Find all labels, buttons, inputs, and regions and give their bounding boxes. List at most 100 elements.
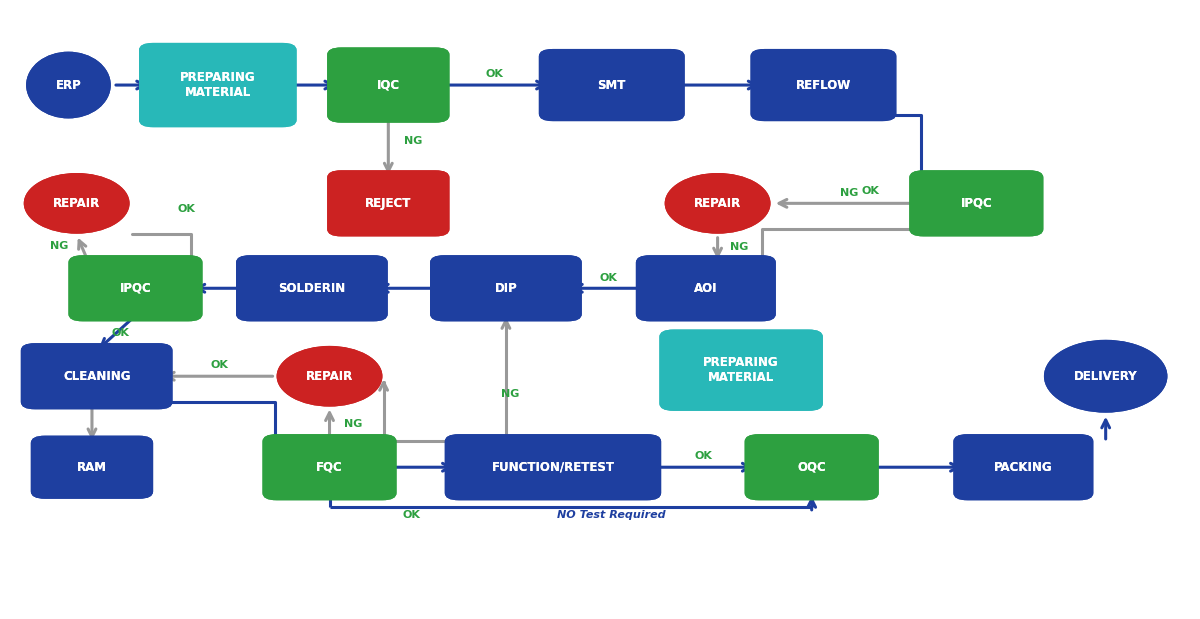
Text: DIP: DIP	[494, 282, 517, 295]
Text: FUNCTION/RETEST: FUNCTION/RETEST	[492, 461, 614, 474]
Ellipse shape	[1044, 340, 1168, 413]
FancyBboxPatch shape	[263, 434, 396, 500]
Text: AOI: AOI	[694, 282, 718, 295]
FancyBboxPatch shape	[263, 434, 396, 500]
Text: NO Test Required: NO Test Required	[558, 509, 666, 519]
Text: IPQC: IPQC	[120, 282, 151, 295]
FancyBboxPatch shape	[68, 255, 203, 321]
Text: PREPARING
MATERIAL: PREPARING MATERIAL	[703, 356, 779, 384]
FancyBboxPatch shape	[430, 255, 582, 321]
Text: SMT: SMT	[598, 79, 626, 92]
Text: REPAIR: REPAIR	[53, 197, 101, 210]
FancyBboxPatch shape	[20, 343, 173, 409]
Text: NG: NG	[730, 242, 748, 252]
Text: NG: NG	[502, 389, 520, 399]
Ellipse shape	[277, 346, 383, 407]
Text: SOLDERIN: SOLDERIN	[278, 282, 346, 295]
FancyBboxPatch shape	[750, 49, 896, 121]
Text: REFLOW: REFLOW	[796, 79, 851, 92]
Ellipse shape	[665, 173, 770, 234]
Text: RAM: RAM	[77, 461, 107, 474]
Text: FUNCTION/RETEST: FUNCTION/RETEST	[492, 461, 614, 474]
Text: OK: OK	[695, 451, 713, 461]
Text: OK: OK	[178, 204, 194, 214]
Text: CLEANING: CLEANING	[62, 370, 131, 383]
FancyBboxPatch shape	[68, 255, 203, 321]
Text: PACKING: PACKING	[994, 461, 1052, 474]
Text: IPQC: IPQC	[120, 282, 151, 295]
Text: CLEANING: CLEANING	[62, 370, 131, 383]
FancyBboxPatch shape	[31, 436, 154, 499]
Text: ERP: ERP	[55, 79, 82, 92]
Text: OQC: OQC	[797, 461, 826, 474]
Text: NG: NG	[840, 188, 858, 198]
Ellipse shape	[26, 52, 110, 118]
Text: IPQC: IPQC	[960, 197, 992, 210]
FancyBboxPatch shape	[539, 49, 685, 121]
Text: NG: NG	[344, 418, 362, 428]
Ellipse shape	[24, 173, 130, 234]
Text: REJECT: REJECT	[365, 197, 412, 210]
Text: RAM: RAM	[77, 461, 107, 474]
Text: IQC: IQC	[377, 79, 400, 92]
FancyBboxPatch shape	[659, 329, 823, 411]
Ellipse shape	[1044, 340, 1168, 413]
Text: DIP: DIP	[494, 282, 517, 295]
FancyBboxPatch shape	[139, 43, 296, 128]
Ellipse shape	[26, 52, 110, 118]
Text: DELIVERY: DELIVERY	[1074, 370, 1138, 383]
Ellipse shape	[665, 173, 770, 234]
Text: OK: OK	[210, 360, 228, 370]
Text: REFLOW: REFLOW	[796, 79, 851, 92]
FancyBboxPatch shape	[445, 434, 661, 500]
Text: REPAIR: REPAIR	[53, 197, 101, 210]
Text: PREPARING
MATERIAL: PREPARING MATERIAL	[703, 356, 779, 384]
FancyBboxPatch shape	[328, 170, 450, 236]
Text: PREPARING
MATERIAL: PREPARING MATERIAL	[180, 71, 256, 99]
Text: AOI: AOI	[694, 282, 718, 295]
Text: REPAIR: REPAIR	[306, 370, 353, 383]
FancyBboxPatch shape	[953, 434, 1093, 500]
Text: ERP: ERP	[55, 79, 82, 92]
Ellipse shape	[24, 173, 130, 234]
FancyBboxPatch shape	[910, 170, 1043, 236]
Text: PACKING: PACKING	[994, 461, 1052, 474]
Text: OK: OK	[599, 273, 617, 283]
Text: FQC: FQC	[316, 461, 343, 474]
FancyBboxPatch shape	[539, 49, 685, 121]
Text: OK: OK	[862, 186, 880, 196]
Text: DELIVERY: DELIVERY	[1074, 370, 1138, 383]
Text: NG: NG	[50, 241, 68, 251]
Text: IQC: IQC	[377, 79, 400, 92]
FancyBboxPatch shape	[445, 434, 661, 500]
Text: REPAIR: REPAIR	[694, 197, 742, 210]
FancyBboxPatch shape	[659, 329, 823, 411]
FancyBboxPatch shape	[236, 255, 388, 321]
Text: OK: OK	[485, 69, 503, 79]
FancyBboxPatch shape	[636, 255, 776, 321]
FancyBboxPatch shape	[328, 170, 450, 236]
Ellipse shape	[277, 346, 383, 407]
Text: PREPARING
MATERIAL: PREPARING MATERIAL	[180, 71, 256, 99]
FancyBboxPatch shape	[20, 343, 173, 409]
FancyBboxPatch shape	[750, 49, 896, 121]
Text: SOLDERIN: SOLDERIN	[278, 282, 346, 295]
FancyBboxPatch shape	[328, 48, 450, 123]
FancyBboxPatch shape	[636, 255, 776, 321]
FancyBboxPatch shape	[139, 43, 296, 128]
FancyBboxPatch shape	[745, 434, 878, 500]
FancyBboxPatch shape	[745, 434, 878, 500]
FancyBboxPatch shape	[31, 436, 154, 499]
Text: OK: OK	[403, 509, 421, 519]
Text: IPQC: IPQC	[960, 197, 992, 210]
Text: REPAIR: REPAIR	[306, 370, 353, 383]
FancyBboxPatch shape	[910, 170, 1043, 236]
Text: OK: OK	[112, 327, 130, 337]
FancyBboxPatch shape	[430, 255, 582, 321]
Text: REJECT: REJECT	[365, 197, 412, 210]
Text: FQC: FQC	[316, 461, 343, 474]
Text: SMT: SMT	[598, 79, 626, 92]
FancyBboxPatch shape	[236, 255, 388, 321]
Text: NG: NG	[404, 136, 422, 146]
Text: OQC: OQC	[797, 461, 826, 474]
